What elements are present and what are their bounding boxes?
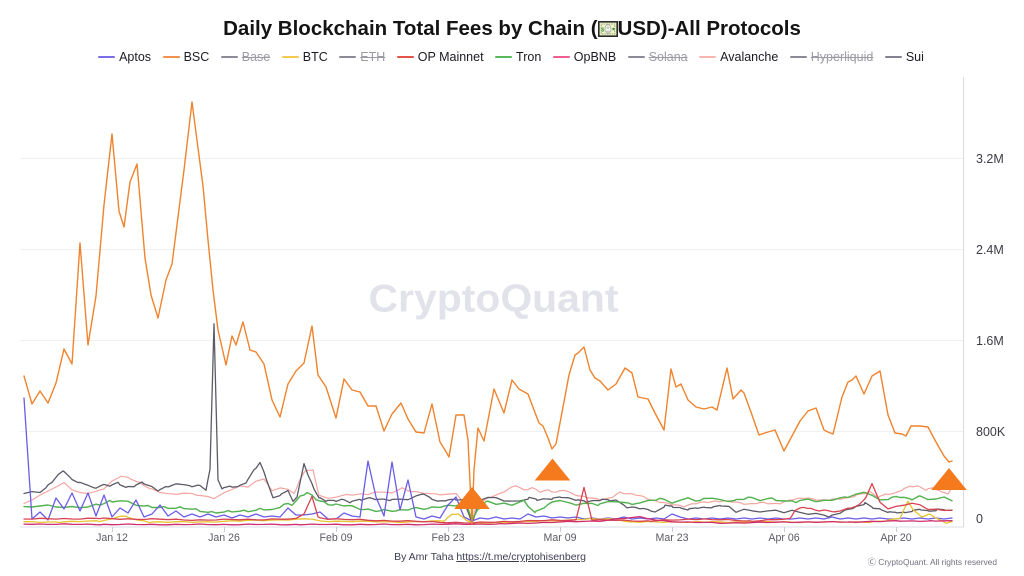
- svg-text:2.4M: 2.4M: [976, 243, 1004, 257]
- svg-text:Feb 23: Feb 23: [432, 532, 465, 544]
- svg-text:Apr 06: Apr 06: [768, 532, 799, 544]
- svg-text:3.2M: 3.2M: [976, 152, 1004, 166]
- svg-text:Jan 26: Jan 26: [208, 532, 240, 544]
- svg-text:Mar 23: Mar 23: [656, 532, 689, 544]
- svg-text:800K: 800K: [976, 425, 1006, 439]
- svg-text:Apr 20: Apr 20: [880, 532, 911, 544]
- svg-text:$: $: [601, 28, 604, 34]
- svg-text:Jan 12: Jan 12: [96, 532, 128, 544]
- svg-text:1.6M: 1.6M: [976, 334, 1004, 348]
- svg-text:Mar 09: Mar 09: [544, 532, 577, 544]
- svg-text:Feb 09: Feb 09: [320, 532, 353, 544]
- svg-text:CryptoQuant: CryptoQuant: [369, 278, 619, 321]
- svg-text:0: 0: [976, 512, 983, 526]
